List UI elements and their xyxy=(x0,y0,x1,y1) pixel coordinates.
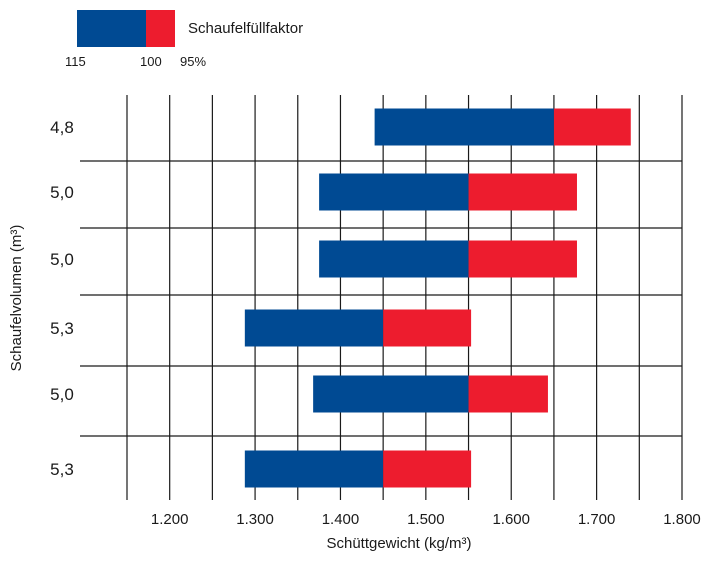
y-tick-label: 5,3 xyxy=(50,319,74,338)
y-tick-label: 5,0 xyxy=(50,385,74,404)
y-tick-label: 5,0 xyxy=(50,250,74,269)
bar-segment-blue-3 xyxy=(319,240,469,278)
x-tick-label: 1.300 xyxy=(236,511,274,528)
y-tick-labels: 4,8 5,0 5,0 5,3 5,0 5,3 xyxy=(50,118,74,479)
y-tick-label: 5,3 xyxy=(50,460,74,479)
x-axis-title: Schüttgewicht (kg/m³) xyxy=(326,535,471,552)
x-tick-labels: 1.200 1.300 1.400 1.500 1.600 1.700 1.800 xyxy=(151,511,701,528)
legend-swatch-red xyxy=(146,10,175,47)
legend-label-95: 95% xyxy=(180,54,206,69)
bar-segment-blue-2 xyxy=(319,173,469,211)
bar-segment-blue-6 xyxy=(244,450,384,488)
legend: Schaufelfüllfaktor 115 100 95% xyxy=(65,10,303,69)
bar-segment-red-3 xyxy=(468,240,577,278)
x-tick-label: 1.800 xyxy=(663,511,701,528)
y-tick-label: 5,0 xyxy=(50,183,74,202)
bar-segment-blue-4 xyxy=(244,309,384,347)
legend-swatch-blue xyxy=(77,10,146,47)
x-tick-label: 1.200 xyxy=(151,511,189,528)
bar-segment-red-2 xyxy=(468,173,577,211)
bar-segment-red-6 xyxy=(383,450,472,488)
x-tick-label: 1.700 xyxy=(578,511,616,528)
legend-label-115: 115 xyxy=(65,54,86,69)
bar-segment-red-4 xyxy=(383,309,472,347)
x-tick-label: 1.400 xyxy=(322,511,360,528)
y-tick-label: 4,8 xyxy=(50,118,74,137)
bar-segment-blue-5 xyxy=(313,375,469,413)
bar-segment-red-1 xyxy=(553,108,631,146)
legend-label-100: 100 xyxy=(140,54,162,69)
bars xyxy=(244,108,631,488)
x-tick-label: 1.500 xyxy=(407,511,445,528)
bar-segment-blue-1 xyxy=(374,108,554,146)
bar-segment-red-5 xyxy=(468,375,548,413)
legend-title: Schaufelfüllfaktor xyxy=(188,20,303,37)
grid xyxy=(80,95,683,500)
x-tick-label: 1.600 xyxy=(492,511,530,528)
y-axis-title: Schaufelvolumen (m³) xyxy=(8,225,25,372)
